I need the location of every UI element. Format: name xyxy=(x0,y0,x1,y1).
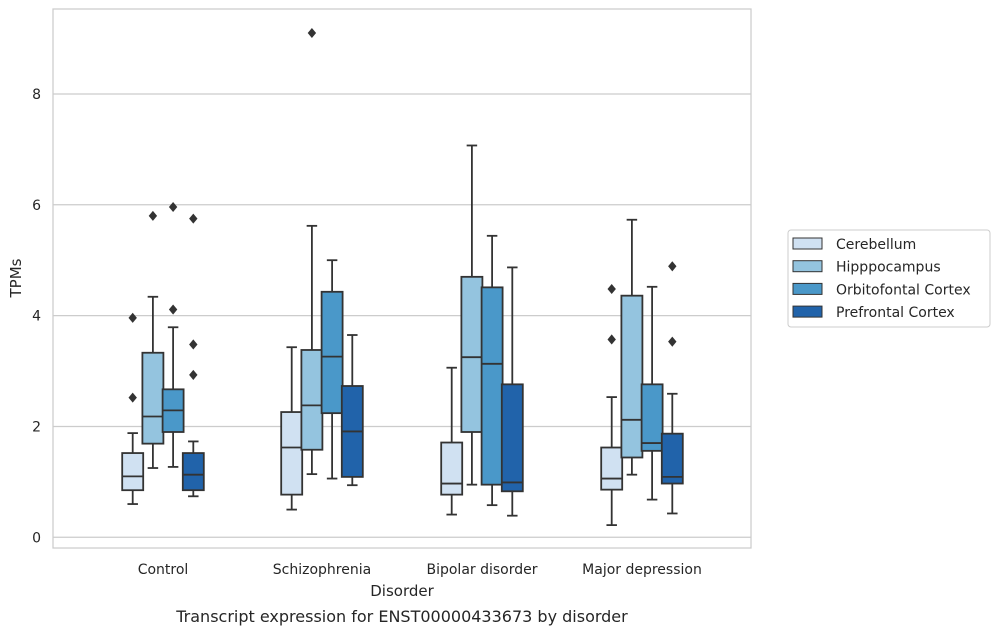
box-3-2 xyxy=(640,285,664,501)
outlier-point xyxy=(168,201,178,213)
legend-label: Hipppocampus xyxy=(836,260,941,276)
y-tick-label: 4 xyxy=(32,309,41,325)
box-2-3 xyxy=(500,266,524,517)
iqr-box xyxy=(660,432,684,485)
box-0-3 xyxy=(181,213,205,498)
box-0-1 xyxy=(141,210,165,469)
legend-label: Prefrontal Cortex xyxy=(836,305,955,321)
iqr-box xyxy=(300,349,324,451)
x-tick-labels: Control Schizophrenia Bipolar disorder Majo… xyxy=(138,562,702,578)
legend-frame xyxy=(787,229,991,328)
x-tick-label: Schizophrenia xyxy=(273,562,371,578)
box-1-3 xyxy=(340,334,364,487)
iqr-box xyxy=(141,351,165,445)
y-tick-label: 0 xyxy=(32,530,41,546)
box-3-0 xyxy=(600,283,624,527)
iqr-box xyxy=(320,290,344,415)
grid-lines xyxy=(53,93,751,538)
legend-swatch xyxy=(792,260,823,273)
iqr-box xyxy=(121,452,145,492)
outlier-point xyxy=(668,336,677,347)
x-tick-label: Bipolar disorder xyxy=(426,562,537,578)
legend-label: Orbitofontal Cortex xyxy=(836,282,971,298)
outlier-point xyxy=(148,210,158,221)
box-2-0 xyxy=(440,366,464,516)
box-0-2 xyxy=(161,201,185,468)
plot-area-frame xyxy=(52,8,752,549)
box-0-0 xyxy=(121,312,145,505)
outlier-point xyxy=(189,213,198,224)
x-tick-label: Major depression xyxy=(582,562,702,578)
box-2-1 xyxy=(460,144,484,486)
outlier-point xyxy=(607,334,616,345)
iqr-box xyxy=(480,286,504,486)
legend-swatch xyxy=(792,282,823,295)
iqr-box xyxy=(640,383,664,452)
legend-items: Cerebellum Hipppocampus Orbitofontal Corte… xyxy=(792,237,971,321)
y-tick-label: 6 xyxy=(32,198,41,214)
outlier-point xyxy=(128,392,137,403)
y-tick-labels: 0 2 4 6 8 xyxy=(32,87,41,546)
y-tick-label: 2 xyxy=(32,419,41,435)
box-layer xyxy=(121,27,684,527)
x-axis-title: Disorder xyxy=(370,582,434,600)
legend-swatch xyxy=(792,305,823,318)
iqr-box xyxy=(500,383,524,493)
iqr-box xyxy=(181,452,205,492)
outlier-point xyxy=(128,312,137,323)
iqr-box xyxy=(280,411,304,496)
iqr-box xyxy=(440,441,464,496)
outlier-point xyxy=(607,283,616,295)
y-tick-label: 8 xyxy=(32,87,41,103)
legend-label: Cerebellum xyxy=(836,237,916,253)
chart-caption: Transcript expression for ENST0000043367… xyxy=(175,607,628,626)
y-axis-title: TPMs xyxy=(7,258,25,298)
legend: Cerebellum Hipppocampus Orbitofontal Corte… xyxy=(787,229,991,328)
outlier-point xyxy=(307,27,317,39)
outlier-point xyxy=(189,339,198,350)
x-tick-label: Control xyxy=(138,562,189,578)
box-1-2 xyxy=(320,259,344,480)
outlier-point xyxy=(189,369,198,380)
iqr-box xyxy=(460,275,484,433)
box-1-0 xyxy=(280,346,304,511)
outlier-point xyxy=(668,261,677,272)
box-3-3 xyxy=(660,261,684,515)
box-2-2 xyxy=(480,234,504,507)
iqr-box xyxy=(600,446,624,491)
iqr-box xyxy=(620,294,644,459)
box-1-1 xyxy=(300,27,324,476)
outlier-point xyxy=(168,304,178,315)
legend-swatch xyxy=(792,237,823,250)
box-3-1 xyxy=(620,218,644,476)
